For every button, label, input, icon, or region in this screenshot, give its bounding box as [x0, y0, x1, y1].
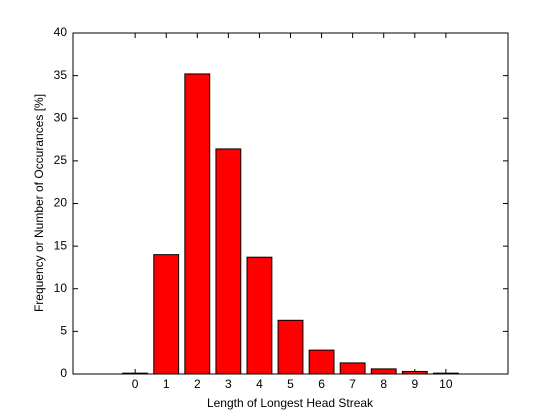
y-axis-label: Frequency or Number of Occurances [%]	[32, 94, 46, 312]
bar	[339, 362, 366, 375]
y-tick-label: 15	[54, 238, 68, 252]
x-axis-label: Length of Longest Head Streak	[207, 396, 374, 410]
bar	[215, 148, 242, 375]
x-tick-label: 2	[194, 377, 201, 391]
x-tick-label: 0	[132, 377, 139, 391]
y-tick-label: 5	[60, 324, 67, 338]
y-tick-label: 10	[54, 281, 68, 295]
x-tick-label: 6	[318, 377, 325, 391]
y-tick-label: 35	[54, 68, 68, 82]
x-tick-label: 8	[380, 377, 387, 391]
bar	[122, 372, 149, 375]
x-tick-label: 4	[256, 377, 263, 391]
x-tick-label: 5	[287, 377, 294, 391]
x-tick-label: 3	[225, 377, 232, 391]
bar	[184, 73, 211, 375]
bar	[246, 256, 273, 375]
x-tick-label: 9	[411, 377, 418, 391]
plot-area	[72, 32, 509, 375]
bar	[401, 370, 428, 375]
bar	[370, 368, 397, 375]
bar	[153, 254, 180, 375]
bar	[308, 349, 335, 375]
bar	[432, 372, 459, 375]
y-tick-label: 20	[54, 196, 68, 210]
y-tick-label: 25	[54, 153, 68, 167]
x-tick-label: 10	[439, 377, 453, 391]
bar	[277, 319, 304, 375]
x-tick-label: 1	[163, 377, 170, 391]
y-tick-label: 0	[60, 366, 67, 380]
x-tick-label: 7	[349, 377, 356, 391]
y-tick-label: 40	[54, 25, 68, 39]
y-tick-label: 30	[54, 110, 68, 124]
